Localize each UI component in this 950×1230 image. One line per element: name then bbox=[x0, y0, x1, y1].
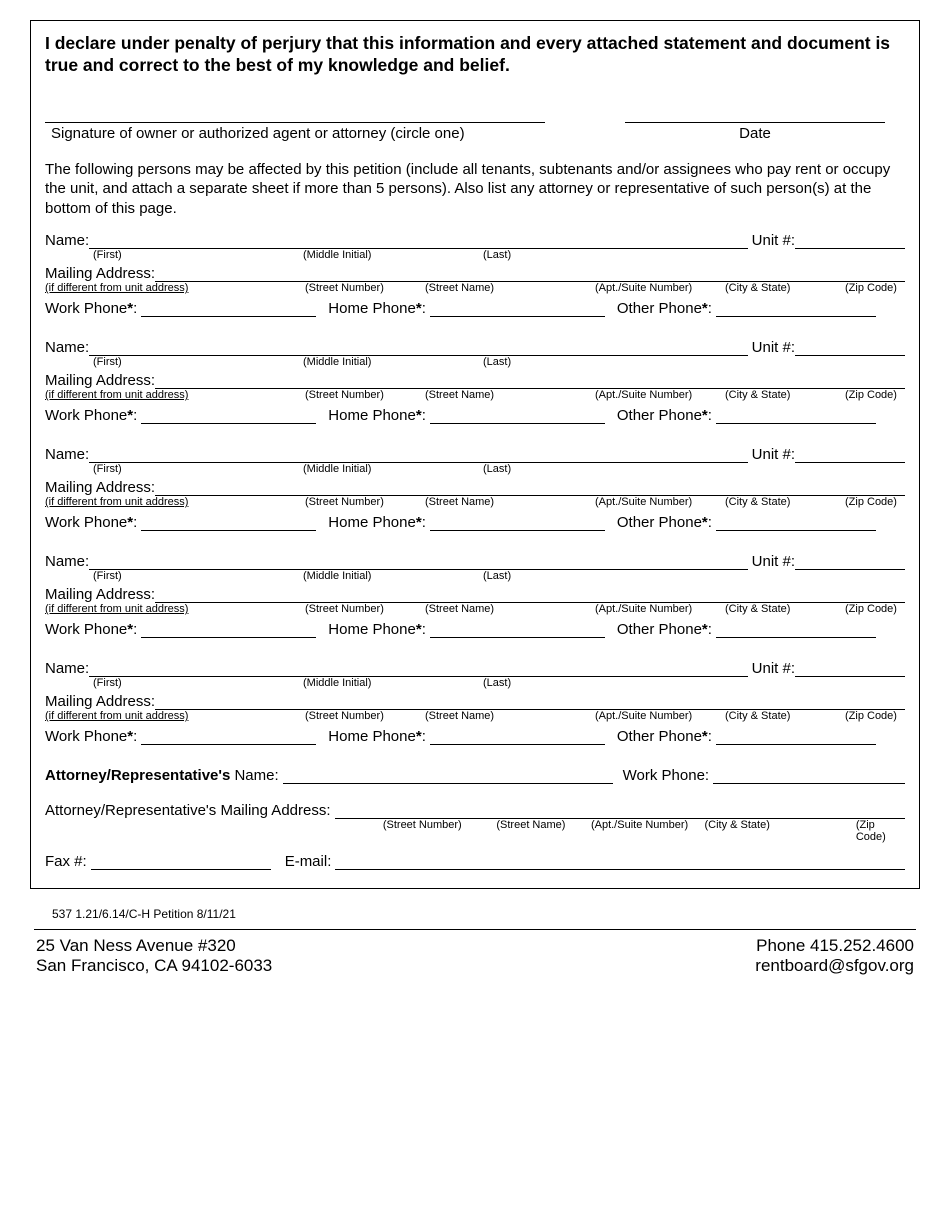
email-input[interactable] bbox=[335, 853, 905, 870]
work-phone-input[interactable] bbox=[141, 514, 316, 531]
footer-addr2: San Francisco, CA 94102-6033 bbox=[36, 956, 272, 976]
mailing-label: Mailing Address: bbox=[45, 372, 155, 389]
name-input[interactable] bbox=[89, 339, 747, 356]
other-phone-input[interactable] bbox=[716, 621, 876, 638]
other-phone-input[interactable] bbox=[716, 514, 876, 531]
mailing-label: Mailing Address: bbox=[45, 265, 155, 282]
form-code: 537 1.21/6.14/C-H Petition 8/11/21 bbox=[52, 907, 920, 921]
name-input[interactable] bbox=[89, 553, 747, 570]
attorney-mailing-label: Attorney/Representative's Mailing Addres… bbox=[45, 802, 331, 819]
footer-email: rentboard@sfgov.org bbox=[755, 956, 914, 976]
mailing-label: Mailing Address: bbox=[45, 693, 155, 710]
attorney-block: Attorney/Representative's Name: Work Pho… bbox=[45, 767, 905, 870]
citystate-sublabel: (City & State) bbox=[725, 282, 825, 294]
other-phone-input[interactable] bbox=[716, 728, 876, 745]
other-phone-input[interactable] bbox=[716, 407, 876, 424]
apt-sublabel: (Apt./Suite Number) bbox=[595, 282, 725, 294]
name-input[interactable] bbox=[89, 660, 747, 677]
streetname-sublabel: (Street Name) bbox=[425, 282, 565, 294]
work-phone-input[interactable] bbox=[141, 300, 316, 317]
unit-input[interactable] bbox=[795, 553, 905, 570]
signature-line[interactable] bbox=[45, 105, 545, 123]
unit-input[interactable] bbox=[795, 339, 905, 356]
attorney-name-label-rest: Name: bbox=[230, 767, 278, 784]
name-label: Name: bbox=[45, 232, 89, 249]
person-block: Name: Unit #: (First) (Middle Initial) (… bbox=[45, 446, 905, 531]
footer: 25 Van Ness Avenue #320 San Francisco, C… bbox=[30, 936, 920, 976]
attorney-name-label-bold: Attorney/Representative's bbox=[45, 767, 230, 784]
person-block: Name: Unit #: (First) (Middle Initial) (… bbox=[45, 553, 905, 638]
declaration-text: I declare under penalty of perjury that … bbox=[45, 33, 905, 77]
person-block: Name: Unit #: (First) (Middle Initial) (… bbox=[45, 660, 905, 745]
mailing-input[interactable] bbox=[155, 693, 905, 710]
fax-input[interactable] bbox=[91, 853, 271, 870]
work-phone-input[interactable] bbox=[141, 728, 316, 745]
footer-divider bbox=[34, 929, 916, 930]
mailing-input[interactable] bbox=[155, 586, 905, 603]
mailing-label: Mailing Address: bbox=[45, 479, 155, 496]
signature-block: Signature of owner or authorized agent o… bbox=[45, 105, 905, 160]
date-label: Date bbox=[625, 123, 885, 142]
work-phone-input[interactable] bbox=[141, 621, 316, 638]
zip-sublabel: (Zip Code) bbox=[845, 282, 897, 294]
unit-label: Unit #: bbox=[752, 446, 795, 463]
unit-label: Unit #: bbox=[752, 232, 795, 249]
mailing-input[interactable] bbox=[155, 372, 905, 389]
signature-label: Signature of owner or authorized agent o… bbox=[45, 123, 545, 142]
person-block: Name: Unit #: (First) (Middle Initial) (… bbox=[45, 232, 905, 317]
footer-addr1: 25 Van Ness Avenue #320 bbox=[36, 936, 272, 956]
home-phone-input[interactable] bbox=[430, 407, 605, 424]
home-phone-input[interactable] bbox=[430, 728, 605, 745]
name-label: Name: bbox=[45, 339, 89, 356]
other-phone-label: Other Phone bbox=[617, 300, 702, 317]
name-label: Name: bbox=[45, 660, 89, 677]
attorney-name-input[interactable] bbox=[283, 767, 613, 784]
mailing-label: Mailing Address: bbox=[45, 586, 155, 603]
home-phone-label: Home Phone bbox=[328, 300, 416, 317]
home-phone-input[interactable] bbox=[430, 514, 605, 531]
footer-phone: Phone 415.252.4600 bbox=[755, 936, 914, 956]
unit-input[interactable] bbox=[795, 446, 905, 463]
mailing-input[interactable] bbox=[155, 265, 905, 282]
unit-label: Unit #: bbox=[752, 553, 795, 570]
fax-label: Fax #: bbox=[45, 853, 87, 870]
date-line[interactable] bbox=[625, 105, 885, 123]
unit-label: Unit #: bbox=[752, 660, 795, 677]
mailing-input[interactable] bbox=[155, 479, 905, 496]
form-container: I declare under penalty of perjury that … bbox=[30, 20, 920, 889]
other-phone-input[interactable] bbox=[716, 300, 876, 317]
home-phone-input[interactable] bbox=[430, 300, 605, 317]
last-sublabel: (Last) bbox=[483, 249, 511, 261]
work-phone-input[interactable] bbox=[141, 407, 316, 424]
unit-input[interactable] bbox=[795, 232, 905, 249]
home-phone-input[interactable] bbox=[430, 621, 605, 638]
name-input[interactable] bbox=[89, 232, 747, 249]
instructions-text: The following persons may be affected by… bbox=[45, 160, 905, 219]
mailing-note: (if different from unit address) bbox=[45, 282, 255, 294]
streetnum-sublabel: (Street Number) bbox=[305, 282, 425, 294]
name-label: Name: bbox=[45, 446, 89, 463]
person-block: Name: Unit #: (First) (Middle Initial) (… bbox=[45, 339, 905, 424]
attorney-mailing-input[interactable] bbox=[335, 802, 905, 819]
unit-input[interactable] bbox=[795, 660, 905, 677]
middle-sublabel: (Middle Initial) bbox=[303, 249, 433, 261]
attorney-workphone-input[interactable] bbox=[713, 767, 905, 784]
unit-label: Unit #: bbox=[752, 339, 795, 356]
email-label: E-mail: bbox=[285, 853, 332, 870]
name-label: Name: bbox=[45, 553, 89, 570]
work-phone-label: Work Phone bbox=[45, 300, 127, 317]
first-sublabel: (First) bbox=[93, 249, 153, 261]
attorney-workphone-label: Work Phone: bbox=[623, 767, 709, 784]
name-input[interactable] bbox=[89, 446, 747, 463]
